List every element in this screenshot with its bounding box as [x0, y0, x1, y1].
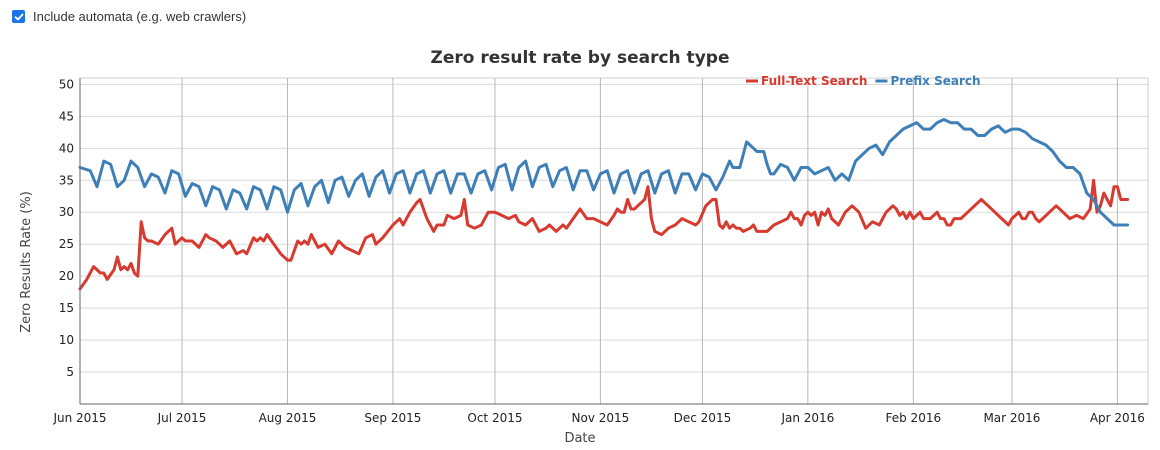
x-tick-label: Sep 2015 — [364, 411, 421, 425]
checkmark-icon — [14, 13, 23, 20]
legend-label-0: Full-Text Search — [761, 74, 867, 88]
x-tick-label: Dec 2015 — [674, 411, 732, 425]
x-tick-label: Jul 2015 — [157, 411, 207, 425]
zero-result-rate-chart: Zero result rate by search type 5 10 15 20 2… — [19, 48, 1149, 446]
y-axis-label: Zero Results Rate (%) — [19, 191, 34, 333]
x-tick-label: Aug 2015 — [259, 411, 317, 425]
plot-area — [79, 77, 1149, 405]
automata-checkbox[interactable] — [12, 10, 25, 23]
y-tick-label: 40 — [59, 141, 74, 155]
x-axis-label: Date — [564, 431, 595, 446]
plot-frame — [79, 77, 1149, 405]
y-tick-label: 45 — [59, 109, 74, 123]
series-line-0 — [78, 178, 1130, 291]
y-tick-label: 15 — [59, 301, 74, 315]
y-tick-label: 10 — [59, 333, 74, 347]
x-tick-label: Feb 2016 — [886, 411, 942, 425]
automata-toggle[interactable]: Include automata (e.g. web crawlers) — [12, 9, 246, 24]
x-tick-label: Jun 2015 — [52, 411, 106, 425]
x-tick-label: Nov 2015 — [572, 411, 630, 425]
x-tick-label: Mar 2016 — [983, 411, 1040, 425]
y-tick-label: 50 — [59, 77, 74, 91]
y-tick-label: 25 — [59, 237, 74, 251]
x-tick-label: Jan 2016 — [780, 411, 834, 425]
y-tick-label: 35 — [59, 173, 74, 187]
x-tick-label: Oct 2015 — [467, 411, 522, 425]
chart-title: Zero result rate by search type — [431, 48, 730, 68]
chart-legend: Full-Text Search Prefix Search — [746, 74, 981, 88]
series-line-1 — [78, 118, 1130, 227]
axes: 5 10 15 20 25 30 35 40 45 50 Jun 2015 Jul 2015 Aug 2… — [52, 77, 1148, 425]
y-tick-label: 20 — [59, 269, 74, 283]
series-layer — [78, 118, 1130, 291]
x-tick-label: Apr 2016 — [1090, 411, 1145, 425]
y-tick-label: 5 — [66, 365, 74, 379]
y-tick-label: 30 — [59, 205, 74, 219]
automata-checkbox-label: Include automata (e.g. web crawlers) — [33, 9, 247, 24]
legend-label-1: Prefix Search — [890, 74, 980, 88]
